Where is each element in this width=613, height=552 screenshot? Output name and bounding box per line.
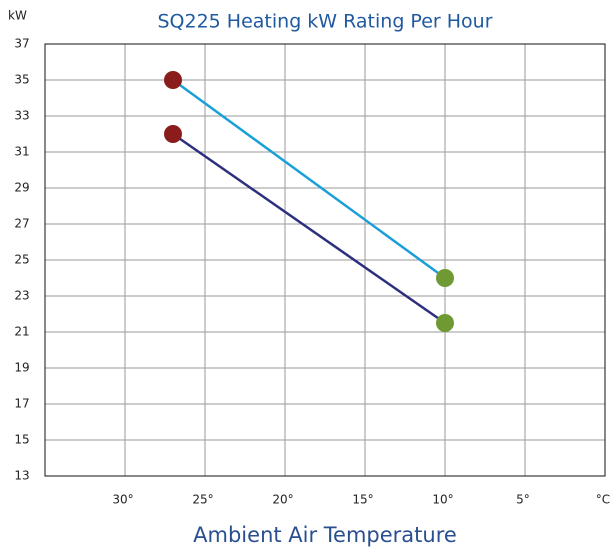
chart-title: SQ225 Heating kW Rating Per Hour bbox=[157, 11, 492, 33]
x-tick-label: 15° bbox=[352, 493, 373, 507]
y-tick-label: 35 bbox=[14, 73, 29, 87]
x-tick-label: 20° bbox=[272, 493, 293, 507]
y-tick-label: 23 bbox=[14, 289, 29, 303]
y-tick-label: 15 bbox=[14, 433, 29, 447]
data-point bbox=[436, 314, 454, 332]
x-tick-label: °C bbox=[596, 493, 610, 507]
x-tick-label: 10° bbox=[432, 493, 453, 507]
x-tick-label: 30° bbox=[112, 493, 133, 507]
y-tick-label: 27 bbox=[14, 217, 29, 231]
data-point bbox=[164, 125, 182, 143]
x-axis-label: Ambient Air Temperature bbox=[193, 523, 457, 547]
y-tick-label: 17 bbox=[14, 397, 29, 411]
y-tick-label: 13 bbox=[14, 469, 29, 483]
y-tick-label: 25 bbox=[14, 253, 29, 267]
x-tick-label: 5° bbox=[516, 493, 530, 507]
y-tick-label: 33 bbox=[14, 109, 29, 123]
y-axis-label: kW bbox=[8, 9, 27, 23]
series-line bbox=[172, 132, 446, 325]
y-tick-label: 21 bbox=[14, 325, 29, 339]
data-point bbox=[436, 269, 454, 287]
series-line bbox=[172, 78, 446, 280]
y-tick-label: 19 bbox=[14, 361, 29, 375]
y-tick-label: 31 bbox=[14, 145, 29, 159]
y-tick-label: 29 bbox=[14, 181, 29, 195]
y-tick-label: 37 bbox=[14, 37, 29, 51]
data-point bbox=[164, 71, 182, 89]
x-tick-label: 25° bbox=[192, 493, 213, 507]
plot-border bbox=[44, 43, 606, 477]
